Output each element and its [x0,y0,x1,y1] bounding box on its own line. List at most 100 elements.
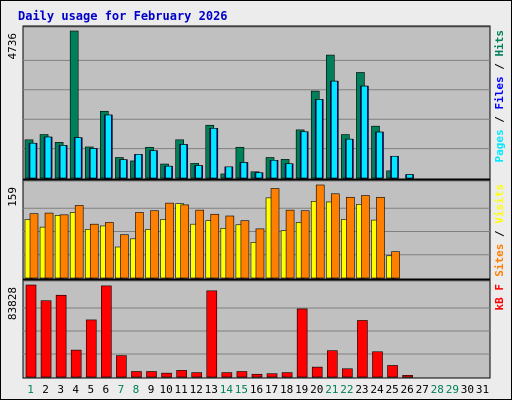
bar-sites-day-11 [180,204,189,279]
bar-kbytes-day-23 [357,320,368,378]
x-tick-label: 10 [159,383,172,396]
x-tick-label: 5 [87,383,94,396]
x-tick-label: 9 [148,383,155,396]
bar-kbytes-day-10 [161,372,172,378]
chart-panels: 4736 Pages / Files / Hits 159 Sites / Visit… [6,25,506,379]
x-tick-label: 18 [280,383,293,396]
bar-pages-day-26 [406,174,413,179]
bar-kbytes-day-12 [191,372,203,378]
panel-visits-sites: 159 Sites / Visits [6,179,506,280]
bar-pages-day-8 [135,154,142,179]
series-legend: kB F [493,284,506,311]
x-tick-label: 25 [385,383,398,396]
bar-pages-day-14 [225,166,233,179]
bar-pages-day-7 [120,159,127,179]
bar-pages-day-10 [165,165,172,179]
x-tick-label: 12 [190,383,203,396]
bar-kbytes-day-11 [176,370,187,378]
bar-kbytes-day-7 [116,355,127,378]
x-tick-label: 28 [431,383,444,396]
x-tick-label: 11 [175,383,188,396]
bar-pages-day-9 [150,150,157,179]
legend-entry: Hits [493,30,506,57]
bar-kbytes-day-25 [387,365,398,378]
x-tick-label: 7 [118,383,125,396]
bar-pages-day-21 [330,80,338,179]
x-tick-label: 27 [416,383,429,396]
legend-entry: / [493,224,506,244]
x-tick-label: 21 [325,383,338,396]
bar-kbytes-day-2 [40,300,52,378]
x-tick-label: 23 [355,383,368,396]
bar-pages-day-15 [240,162,248,179]
bar-kbytes-day-14 [221,372,233,378]
bar-sites-day-17 [270,188,280,279]
x-tick-label: 31 [476,383,489,396]
bar-sites-day-9 [150,210,159,279]
series-legend: Pages / Files / Hits [493,30,506,163]
bar-pages-day-24 [376,131,383,179]
bar-kbytes-day-22 [342,368,353,378]
x-tick-label: 2 [42,383,49,396]
panel-hits-files-pages: 4736 Pages / Files / Hits [6,25,506,180]
bar-pages-day-13 [210,128,218,179]
x-tick-label: 22 [340,383,353,396]
bar-sites-day-24 [376,196,385,279]
bar-pages-day-4 [74,137,82,179]
legend-entry: Pages [493,129,506,162]
y-max-label: 4736 [6,33,19,60]
legend-entry: Files [493,76,506,109]
bar-pages-day-6 [105,114,112,179]
series-legend: Sites / Visits [493,184,506,277]
bar-pages-day-22 [346,138,353,179]
x-tick-label: 24 [370,383,384,396]
y-max-label: 159 [6,187,19,207]
x-tick-label: 15 [235,383,248,396]
x-tick-label: 16 [250,383,263,396]
bar-kbytes-day-6 [101,285,112,378]
panel-background [22,279,491,379]
x-tick-labels: 1 2 3 4 5 6 7 8 9 10 11 12 13 14 15 16 17 18 19 20 21 22 23 24 2… [27,383,489,396]
bar-kbytes-day-9 [146,371,157,378]
bar-kbytes-day-18 [281,372,293,378]
bar-pages-day-20 [315,99,323,179]
bar-pages-day-3 [59,145,67,179]
bar-sites-day-4 [74,205,84,279]
bar-sites-day-1 [29,213,39,279]
series-pages [29,80,413,179]
bar-kbytes-day-20 [311,366,323,378]
legend-entry: kB F [493,284,506,311]
legend-entry: / [493,57,506,77]
legend-entry: Sites [493,244,506,277]
bar-sites-day-13 [210,213,220,279]
bar-kbytes-day-26 [402,375,413,378]
bar-sites-day-25 [391,251,400,279]
bar-kbytes-day-15 [236,371,248,378]
x-tick-label: 8 [133,383,140,396]
bar-pages-day-12 [195,165,203,179]
bar-kbytes-day-24 [372,351,383,378]
bar-pages-day-23 [361,85,368,179]
bar-pages-day-1 [29,142,37,179]
bar-sites-day-21 [330,193,340,279]
bar-pages-day-16 [255,172,263,179]
x-tick-label: 29 [446,383,459,396]
bar-sites-day-7 [120,234,129,279]
bar-sites-day-20 [315,184,325,279]
bar-kbytes-day-3 [55,294,67,378]
bar-kbytes-day-16 [251,373,263,378]
bar-kbytes-day-1 [25,284,37,378]
bar-kbytes-day-21 [326,350,338,378]
series-sites [29,184,400,279]
bar-sites-day-10 [165,202,174,279]
bar-pages-day-25 [391,155,398,179]
bar-sites-day-19 [300,210,310,279]
x-tick-label: 6 [103,383,110,396]
bar-sites-day-2 [44,212,54,279]
bar-pages-day-17 [270,160,278,179]
bar-kbytes-day-8 [131,371,142,378]
bar-sites-day-23 [361,195,370,279]
bar-pages-day-5 [89,148,97,179]
chart-title: Daily usage for February 2026 [18,9,228,23]
